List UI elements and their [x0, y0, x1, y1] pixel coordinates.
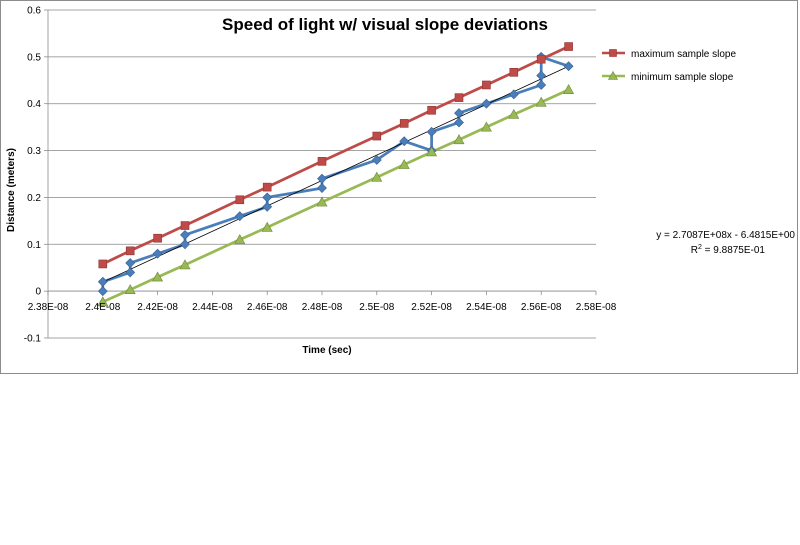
data-point-square — [454, 93, 464, 102]
legend-label-min: minimum sample slope — [631, 72, 734, 83]
trendline-equation: y = 2.7087E+08x - 6.4815E+00 R2 = 9.8875… — [656, 230, 795, 256]
marker-layer — [97, 42, 575, 307]
x-tick-label: 2.52E-08 — [411, 302, 452, 313]
x-tick-label: 2.4E-08 — [85, 302, 120, 313]
data-point-triangle — [179, 259, 191, 270]
x-tick-label: 2.5E-08 — [359, 302, 394, 313]
data-point-square — [235, 195, 245, 205]
data-point-diamond — [399, 136, 410, 147]
x-tick-label: 2.42E-08 — [137, 302, 178, 313]
y-tick-label: -0.1 — [24, 334, 42, 345]
data-point-diamond — [481, 98, 492, 109]
legend-entry-max: maximum sample slope — [602, 49, 736, 60]
data-point-triangle — [97, 296, 109, 307]
trendline-equation-text: y = 2.7087E+08x - 6.4815E+00 — [656, 230, 795, 241]
data-point-diamond — [152, 248, 163, 259]
series-line-2 — [102, 88, 570, 304]
data-point-triangle — [453, 134, 465, 145]
data-point-square — [482, 80, 491, 90]
chart-title: Speed of light w/ visual slope deviation… — [222, 15, 548, 34]
data-point-triangle — [508, 108, 520, 119]
data-point-diamond — [262, 192, 273, 203]
x-tick-label: 2.54E-08 — [466, 302, 507, 313]
data-point-diamond — [508, 89, 519, 100]
data-point-diamond — [125, 267, 136, 278]
data-point-square — [427, 105, 436, 115]
data-point-diamond — [234, 211, 245, 222]
trendline — [102, 65, 569, 283]
series-line-0 — [101, 55, 570, 292]
data-point-diamond — [426, 126, 437, 137]
data-point-square — [564, 42, 573, 51]
data-point-diamond — [536, 70, 547, 81]
y-tick-label: 0.3 — [27, 146, 41, 157]
legend-marker-min — [607, 70, 619, 80]
data-point-diamond — [180, 239, 190, 250]
data-point-triangle — [152, 271, 164, 282]
x-axis-title: Time (sec) — [302, 345, 351, 356]
series-line-1 — [102, 45, 570, 266]
data-point-triangle — [261, 221, 273, 232]
r2-superscript: 2 — [698, 244, 702, 251]
data-point-square — [509, 68, 519, 77]
data-point-square — [399, 119, 409, 128]
data-point-square — [372, 131, 382, 141]
data-point-triangle — [563, 84, 575, 94]
y-tick-label: 0.2 — [27, 193, 41, 204]
data-point-triangle — [316, 196, 328, 207]
y-axis-title: Distance (meters) — [6, 148, 17, 232]
x-tick-label: 2.38E-08 — [28, 302, 69, 313]
data-point-triangle — [398, 159, 410, 169]
data-point-square — [317, 157, 327, 166]
data-point-diamond — [563, 61, 574, 72]
y-tick-label: 0.5 — [27, 52, 41, 63]
data-point-diamond — [454, 117, 464, 128]
legend-marker-max — [609, 49, 617, 57]
x-tick-label: 2.44E-08 — [192, 302, 233, 313]
data-point-diamond — [125, 258, 136, 268]
data-point-square — [125, 246, 135, 256]
x-tick-label: 2.56E-08 — [521, 302, 562, 313]
x-tick-label: 2.48E-08 — [302, 302, 343, 313]
y-tick-label: 0.1 — [27, 240, 41, 251]
data-point-diamond — [262, 201, 273, 212]
legend-label-max: maximum sample slope — [631, 49, 736, 60]
data-point-triangle — [426, 146, 438, 157]
data-point-diamond — [317, 173, 327, 184]
data-point-diamond — [454, 108, 464, 119]
data-point-square — [180, 221, 190, 230]
chart-area — [0, 0, 798, 374]
data-point-triangle — [480, 121, 492, 132]
x-tick-label: 2.58E-08 — [576, 302, 617, 313]
data-point-triangle — [371, 171, 383, 182]
trendline-r2-text: R2 = 9.8875E-01 — [691, 244, 766, 256]
data-point-diamond — [97, 286, 108, 297]
data-point-triangle — [535, 96, 547, 107]
axes — [44, 9, 597, 339]
legend-entry-min: minimum sample slope — [602, 70, 734, 83]
series-layer — [101, 45, 570, 304]
data-point-square — [262, 182, 272, 192]
y-tick-label: 0.4 — [27, 99, 41, 110]
y-tick-label: 0.6 — [27, 6, 41, 17]
data-point-diamond — [371, 155, 382, 165]
r2-prefix: R — [691, 245, 698, 256]
data-point-square — [536, 54, 546, 64]
data-point-diamond — [180, 229, 190, 240]
data-point-square — [153, 233, 162, 243]
data-point-triangle — [124, 284, 136, 295]
data-point-diamond — [97, 276, 108, 287]
legend: maximum sample slope minimum sample slop… — [602, 49, 736, 83]
tick-labels: -0.1 0 0.1 0.2 0.3 0.4 0.5 0.6 2.38E-08 2.4E-08 2.… — [24, 6, 617, 345]
data-point-triangle — [234, 233, 246, 244]
r2-value: = 9.8875E-01 — [702, 245, 766, 256]
data-point-diamond — [317, 183, 327, 193]
y-tick-label: 0 — [35, 287, 41, 298]
data-point-square — [98, 259, 108, 269]
data-point-diamond — [536, 80, 547, 90]
x-tick-label: 2.46E-08 — [247, 302, 288, 313]
